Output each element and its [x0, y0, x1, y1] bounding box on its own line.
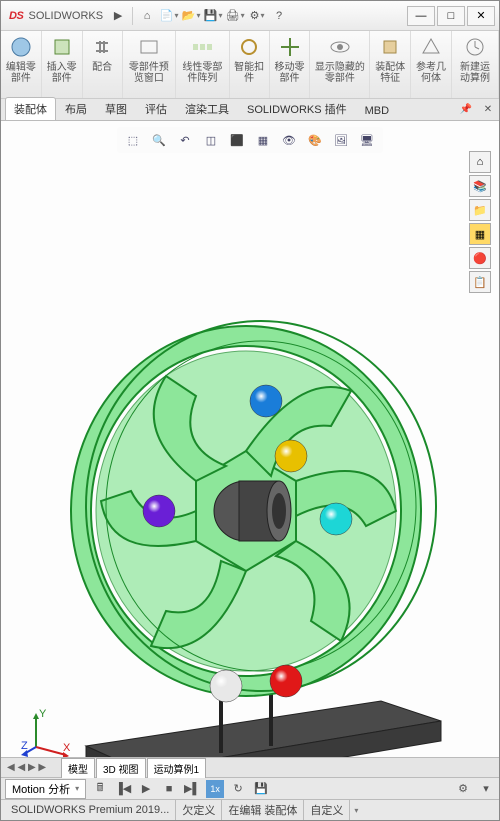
tab-sketch[interactable]: 草图 [96, 97, 136, 120]
status-definition: 欠定义 [176, 800, 222, 820]
help-icon[interactable]: ? [268, 5, 290, 27]
tab-mbd[interactable]: MBD [356, 101, 398, 120]
tab-evaluate[interactable]: 评估 [136, 97, 176, 120]
graphics-viewport[interactable]: ⬚ 🔍 ↶ ◫ ⬛ ▦ 👁 🎨 🖼 🖥 ⌂ 📚 📁 ▦ 🔴 📋 [1, 121, 499, 778]
command-tabbar: 装配体 布局 草图 评估 渲染工具 SOLIDWORKS 插件 MBD 📌 ✕ [1, 99, 499, 121]
tab-layout[interactable]: 布局 [56, 97, 96, 120]
tab-3dview[interactable]: 3D 视图 [96, 758, 146, 778]
model-tabs: ◀ ◀ ▶ ▶ 模型 3D 视图 运动算例1 [1, 757, 499, 777]
play-icon[interactable]: ▶ [137, 780, 155, 798]
tab-pin-icon[interactable]: 📌 [455, 98, 477, 120]
ribbon-mate[interactable]: 配合 [83, 31, 123, 98]
tab-render[interactable]: 渲染工具 [176, 97, 238, 120]
ribbon-move-component[interactable]: 移动零部件 [270, 31, 311, 98]
new-icon[interactable]: 📄▾ [158, 5, 180, 27]
tab-model[interactable]: 模型 [61, 758, 95, 778]
motion-settings-icon[interactable]: ⚙ [454, 780, 472, 798]
status-product: SOLIDWORKS Premium 2019... [5, 800, 176, 820]
play-start-icon[interactable]: ▐◀ [114, 780, 132, 798]
task-pane: ⌂ 📚 📁 ▦ 🔴 📋 [469, 151, 491, 293]
statusbar: SOLIDWORKS Premium 2019... 欠定义 在编辑 装配体 自… [1, 800, 499, 820]
tab-close-icon[interactable]: ✕ [477, 98, 499, 120]
open-icon[interactable]: 📂▾ [180, 5, 202, 27]
file-explorer-icon[interactable]: 📁 [469, 199, 491, 221]
tab-motion-study-1[interactable]: 运动算例1 [147, 758, 207, 778]
ribbon-linear-pattern[interactable]: 线性零部件阵列 [176, 31, 230, 98]
play-end-icon[interactable]: ▶▌ [183, 780, 201, 798]
custom-props-icon[interactable]: 📋 [469, 271, 491, 293]
titlebar: DS SOLIDWORKS ▶ ⌂ 📄▾ 📂▾ 💾▾ 🖨▾ ⚙▾ ? — □ ✕ [1, 1, 499, 31]
loop-icon[interactable]: ↻ [229, 780, 247, 798]
motion-toolbar: Motion 分析▾ 🖩 ▐◀ ▶ ■ ▶▌ 1x ↻ 💾 ⚙ ▾ [1, 778, 499, 800]
svg-text:Y: Y [39, 708, 47, 720]
appearances-icon[interactable]: 🔴 [469, 247, 491, 269]
home-icon[interactable]: ⌂ [136, 5, 158, 27]
ribbon-edit-component[interactable]: 编辑零部件 [1, 31, 42, 98]
home-pane-icon[interactable]: ⌂ [469, 151, 491, 173]
collapse-icon[interactable]: ▾ [477, 780, 495, 798]
model-render [11, 141, 471, 761]
status-editing: 在编辑 装配体 [222, 800, 304, 820]
tab-assembly[interactable]: 装配体 [5, 97, 56, 120]
motion-mode-select[interactable]: Motion 分析▾ [5, 779, 86, 799]
ribbon-insert-component[interactable]: 插入零部件 [42, 31, 83, 98]
save-anim-icon[interactable]: 💾 [252, 780, 270, 798]
calculate-icon[interactable]: 🖩 [91, 780, 109, 798]
settings-icon[interactable]: ⚙▾ [246, 5, 268, 27]
svg-text:X: X [63, 742, 71, 754]
playback-speed[interactable]: 1x [206, 780, 224, 798]
ribbon-smart-fastener[interactable]: 智能扣件 [230, 31, 270, 98]
svg-text:Z: Z [21, 740, 28, 752]
ribbon-preview-window[interactable]: 零部件预览窗口 [123, 31, 177, 98]
view-palette-icon[interactable]: ▦ [469, 223, 491, 245]
orientation-triad[interactable]: Y X Z [21, 707, 71, 757]
tab-addins[interactable]: SOLIDWORKS 插件 [238, 97, 356, 120]
stop-icon[interactable]: ■ [160, 780, 178, 798]
status-custom[interactable]: 自定义 [304, 800, 350, 820]
ribbon-reference-geometry[interactable]: 参考几何体 [411, 31, 452, 98]
app-name: SOLIDWORKS [29, 10, 104, 22]
save-icon[interactable]: 💾▾ [202, 5, 224, 27]
expand-icon[interactable]: ▶ [107, 5, 129, 27]
close-button[interactable]: ✕ [467, 6, 495, 26]
ribbon-assembly-features[interactable]: 装配体特征 [370, 31, 411, 98]
ribbon-new-motion-study[interactable]: 新建运动算例 [452, 31, 499, 98]
app-logo: DS SOLIDWORKS [5, 7, 107, 24]
minimize-button[interactable]: — [407, 6, 435, 26]
design-library-icon[interactable]: 📚 [469, 175, 491, 197]
tab-nav-icons[interactable]: ◀ ◀ ▶ ▶ [7, 762, 46, 773]
print-icon[interactable]: 🖨▾ [224, 5, 246, 27]
ribbon: 编辑零部件 插入零部件 配合 零部件预览窗口 线性零部件阵列 智能扣件 移动零部… [1, 31, 499, 99]
maximize-button[interactable]: □ [437, 6, 465, 26]
ribbon-show-hidden[interactable]: 显示隐藏的零部件 [310, 31, 370, 98]
